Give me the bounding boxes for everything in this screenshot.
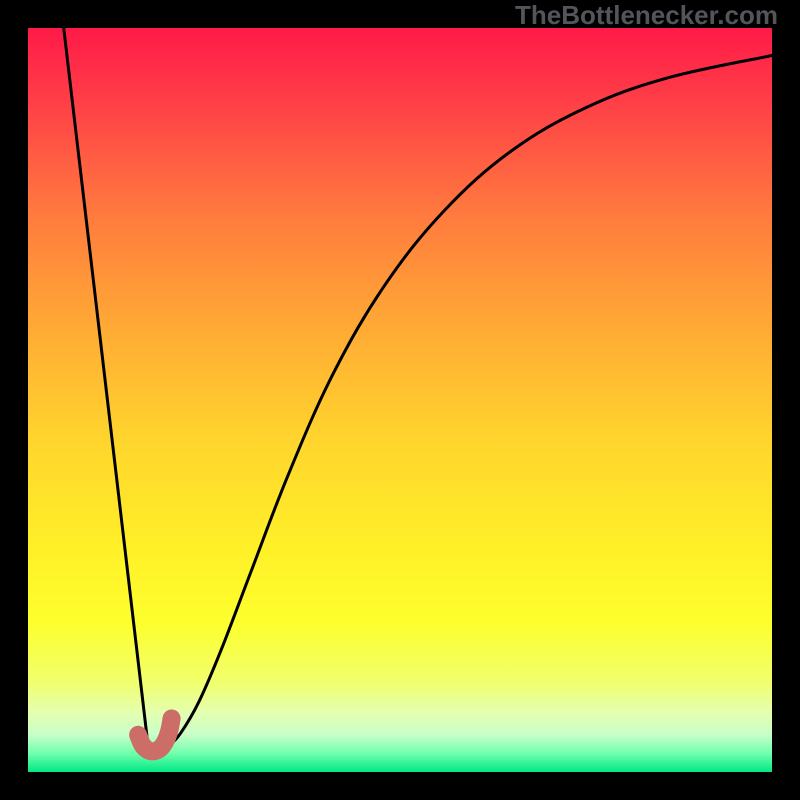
chart-plot-area — [28, 28, 772, 772]
chart-svg — [28, 28, 772, 772]
watermark-label: TheBottlenecker.com — [515, 0, 778, 31]
gradient-background — [28, 28, 772, 772]
